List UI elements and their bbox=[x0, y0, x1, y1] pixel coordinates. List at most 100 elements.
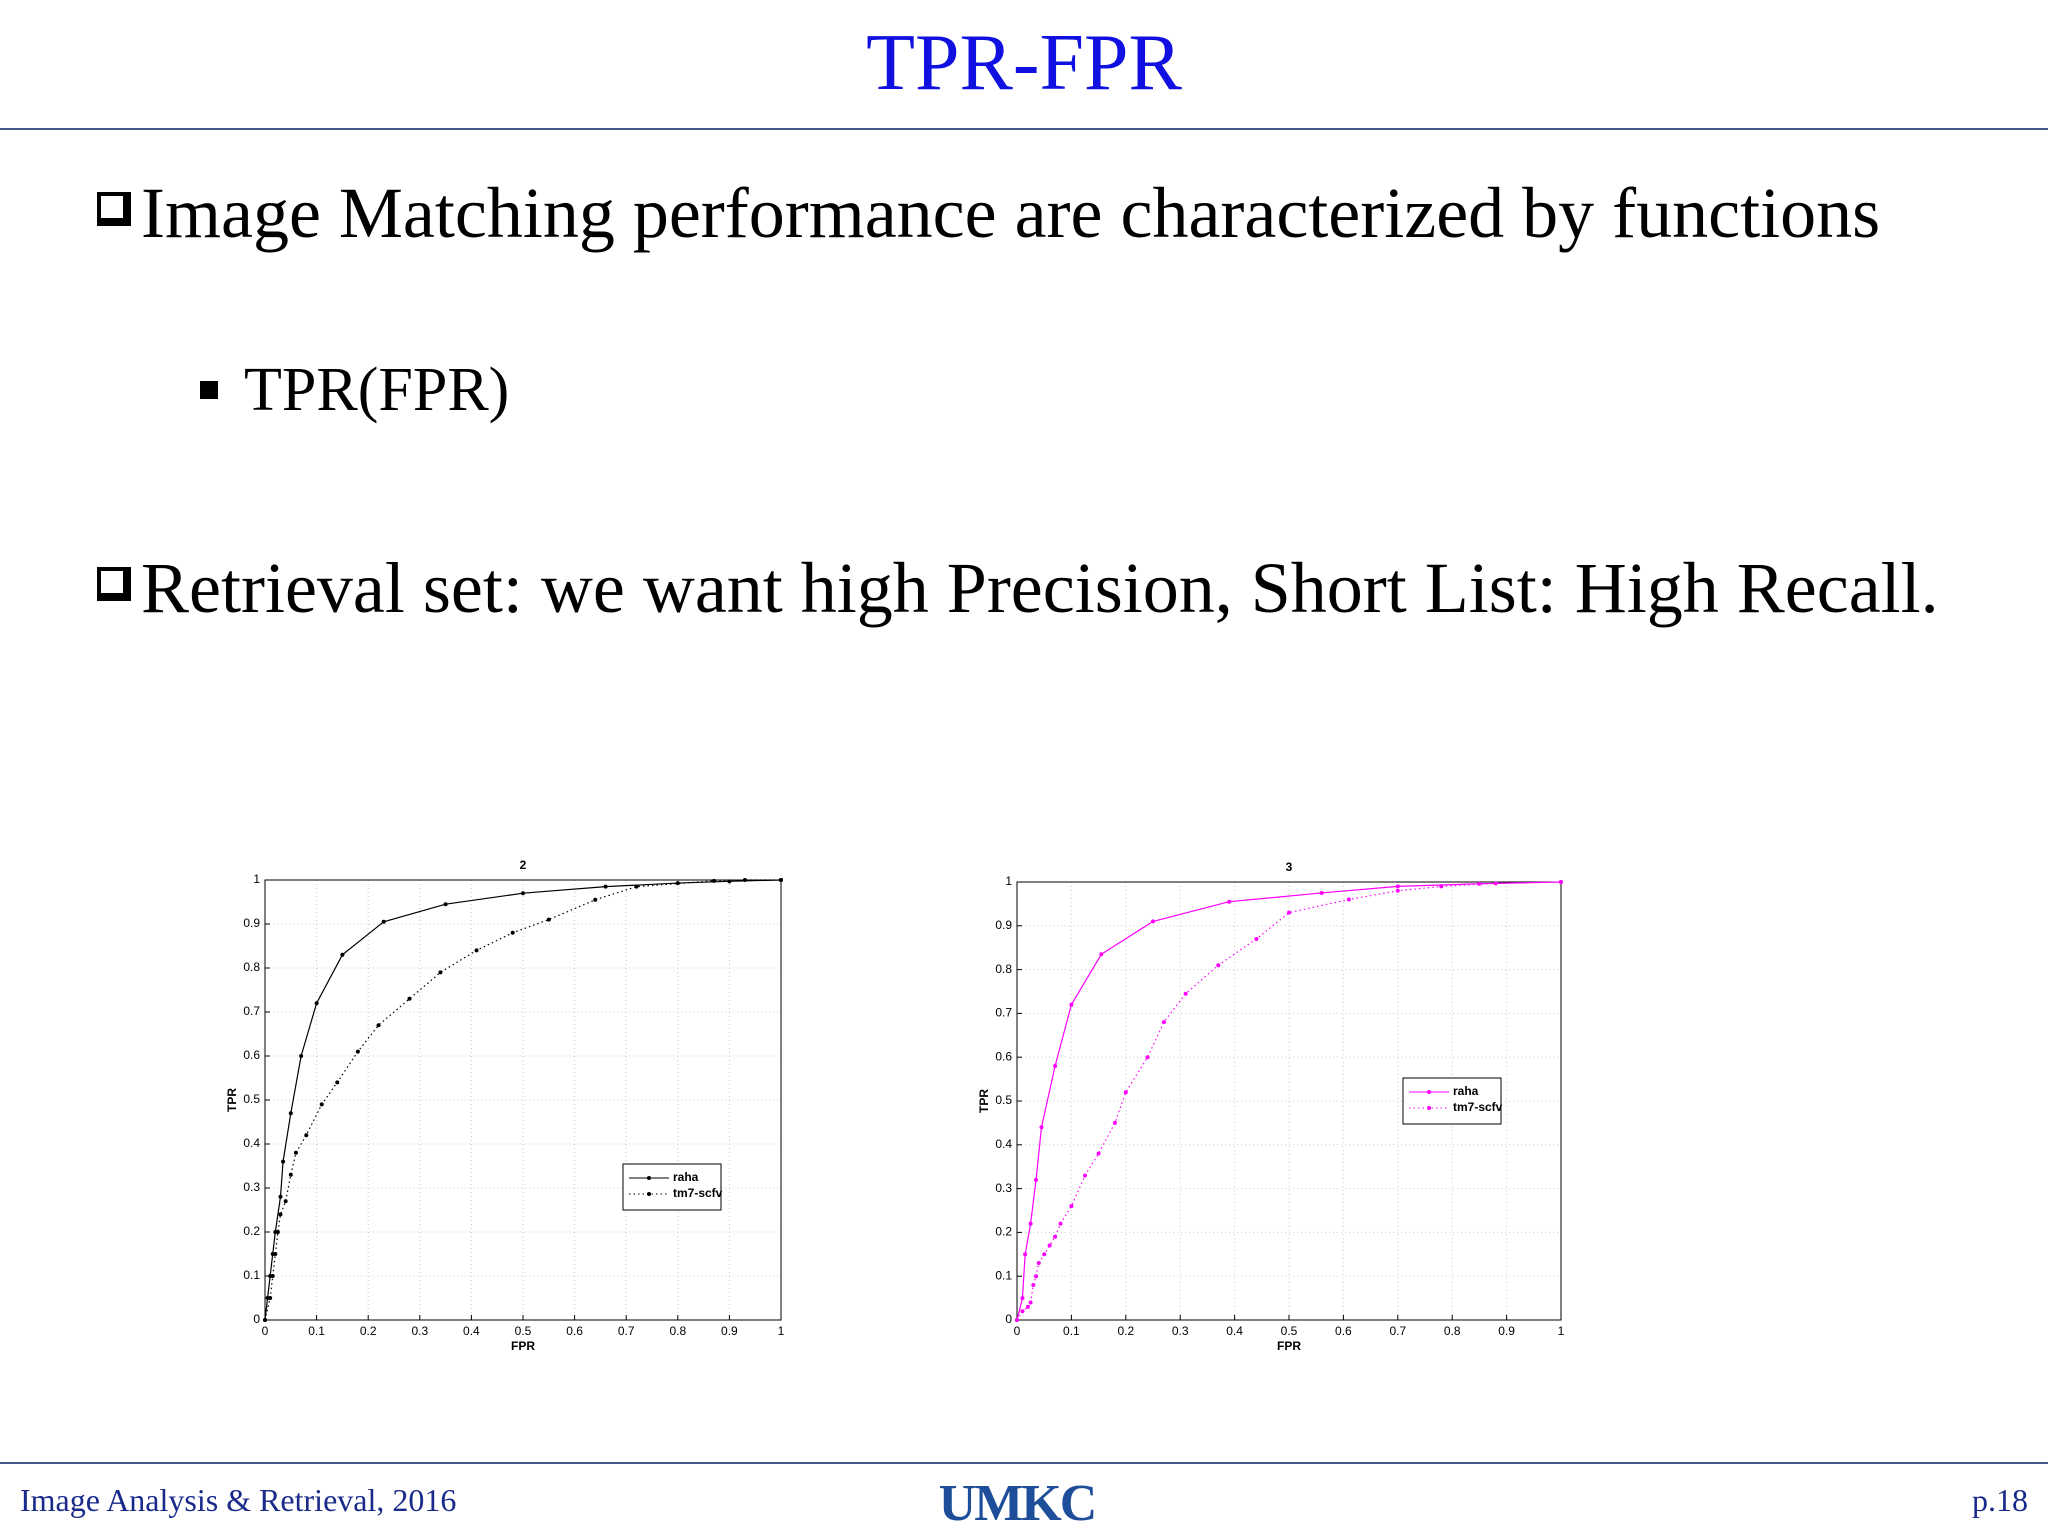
point bbox=[355, 1049, 360, 1054]
legend-label: tm7-scfv bbox=[1453, 1100, 1503, 1114]
x-tick-label: 0.9 bbox=[1498, 1324, 1515, 1338]
plot-frame bbox=[264, 879, 782, 1321]
point bbox=[1025, 1304, 1030, 1309]
x-tick-label: 0 bbox=[1014, 1324, 1021, 1338]
x-tick-label: 0.3 bbox=[411, 1324, 428, 1338]
square-icon bbox=[200, 381, 218, 399]
plot-frame bbox=[1016, 881, 1562, 1321]
x-tick-label: 1 bbox=[778, 1324, 785, 1338]
bullet: Image Matching performance are character… bbox=[97, 170, 1971, 256]
legend-label: raha bbox=[673, 1170, 699, 1184]
legend-marker bbox=[647, 1192, 651, 1196]
point bbox=[1083, 1173, 1087, 1178]
x-tick-label: 0.4 bbox=[463, 1324, 480, 1338]
point bbox=[1395, 888, 1400, 893]
point bbox=[510, 930, 515, 935]
point bbox=[521, 891, 525, 896]
y-tick-label: 0.4 bbox=[995, 1137, 1012, 1151]
point bbox=[742, 878, 747, 882]
point bbox=[299, 1054, 304, 1058]
chart: 0 0.1 0.2 0.3 0.4 0.5 0.6 0.7 0.8 0.9 1 0 0.1 0.2 0.3 0… bbox=[225, 858, 785, 1353]
y-tick-label: 1 bbox=[1005, 874, 1012, 888]
y-tick-label: 0.7 bbox=[243, 1004, 260, 1018]
legend-label: raha bbox=[1453, 1084, 1479, 1098]
point bbox=[376, 1023, 381, 1028]
y-tick-label: 0 bbox=[253, 1312, 260, 1326]
point bbox=[340, 952, 345, 957]
point bbox=[779, 878, 783, 882]
point bbox=[1346, 897, 1351, 902]
x-tick-label: 0.5 bbox=[1281, 1324, 1298, 1338]
point bbox=[273, 1252, 278, 1256]
point bbox=[304, 1133, 309, 1138]
y-tick-label: 0.8 bbox=[243, 960, 260, 974]
y-tick-label: 0.7 bbox=[995, 1006, 1012, 1020]
bullet-text: Retrieval set: we want high Precision, S… bbox=[141, 548, 1939, 628]
x-tick-label: 0.2 bbox=[1117, 1324, 1134, 1338]
x-tick-label: 0.5 bbox=[515, 1324, 532, 1338]
sub-bullet: TPR(FPR) bbox=[200, 355, 510, 426]
legend-marker bbox=[647, 1176, 651, 1180]
y-tick-label: 0.9 bbox=[243, 916, 260, 930]
x-tick-label: 0.9 bbox=[721, 1324, 738, 1338]
x-tick-label: 0.1 bbox=[308, 1324, 325, 1338]
point bbox=[1028, 1221, 1033, 1226]
point bbox=[1112, 1120, 1117, 1125]
point bbox=[1031, 1282, 1036, 1287]
footer-left: Image Analysis & Retrieval, 2016 bbox=[20, 1482, 457, 1518]
point bbox=[443, 902, 448, 907]
point bbox=[1034, 1177, 1039, 1182]
slide-title: TPR-FPR bbox=[866, 19, 1182, 107]
x-axis-label: FPR bbox=[1277, 1339, 1301, 1353]
y-tick-label: 0.5 bbox=[995, 1093, 1012, 1107]
point bbox=[314, 1001, 319, 1006]
x-tick-label: 0.1 bbox=[1063, 1324, 1080, 1338]
point bbox=[381, 919, 386, 924]
point bbox=[438, 970, 443, 975]
chart: 0 0.1 0.2 0.3 0.4 0.5 0.6 0.7 0.8 0.9 1 0 0.1 0.2 0.3 0… bbox=[977, 860, 1564, 1353]
point bbox=[1047, 1243, 1052, 1248]
point bbox=[263, 1318, 267, 1322]
y-axis-label: TPR bbox=[977, 1089, 991, 1113]
x-tick-label: 0.2 bbox=[360, 1324, 377, 1338]
point bbox=[1151, 919, 1155, 924]
point bbox=[407, 996, 412, 1001]
point bbox=[1053, 1063, 1058, 1068]
y-tick-label: 0.2 bbox=[243, 1224, 260, 1238]
point bbox=[1395, 884, 1400, 889]
point bbox=[278, 1194, 283, 1199]
point bbox=[1319, 890, 1324, 895]
point bbox=[335, 1080, 340, 1085]
chart-title: 3 bbox=[1286, 860, 1293, 874]
y-tick-label: 0.5 bbox=[243, 1092, 260, 1106]
y-axis-label: TPR bbox=[225, 1088, 239, 1112]
x-tick-label: 0.8 bbox=[669, 1324, 686, 1338]
point bbox=[1559, 880, 1563, 884]
point bbox=[474, 948, 479, 953]
point bbox=[675, 881, 680, 886]
point bbox=[1023, 1252, 1028, 1257]
point bbox=[1183, 991, 1188, 996]
page-number: p.18 bbox=[1972, 1482, 2028, 1518]
header-rule bbox=[0, 128, 2048, 130]
x-tick-label: 0 bbox=[262, 1324, 269, 1338]
series-line bbox=[264, 879, 781, 1321]
point bbox=[283, 1199, 288, 1204]
point bbox=[275, 1230, 280, 1234]
checkbox-icon bbox=[97, 192, 131, 226]
point bbox=[270, 1274, 275, 1278]
legend-box bbox=[622, 1163, 722, 1211]
point bbox=[288, 1111, 293, 1116]
point bbox=[1254, 936, 1259, 941]
series-line bbox=[264, 879, 782, 1321]
y-tick-label: 0.2 bbox=[995, 1225, 1012, 1239]
point bbox=[1069, 1002, 1074, 1007]
point bbox=[1034, 1274, 1039, 1279]
sub-bullet-text: TPR(FPR) bbox=[244, 356, 510, 424]
point bbox=[1161, 1020, 1166, 1025]
point bbox=[268, 1296, 273, 1300]
point bbox=[1123, 1090, 1128, 1095]
point bbox=[1145, 1055, 1150, 1060]
y-tick-label: 1 bbox=[253, 872, 260, 886]
